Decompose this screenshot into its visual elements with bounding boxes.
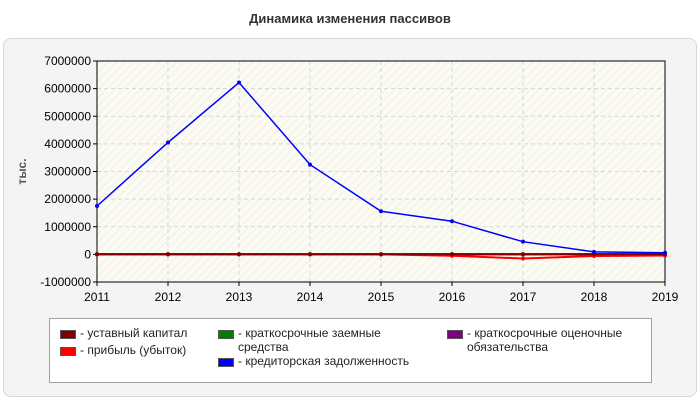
data-point (450, 219, 454, 224)
data-point (521, 239, 525, 244)
y-tick-label: 4000000 (44, 137, 91, 151)
data-point (379, 252, 383, 257)
data-point (95, 252, 99, 257)
data-point (450, 252, 454, 257)
legend: - уставный капитал - прибыль (убыток) - … (49, 318, 652, 383)
y-tick-label: -1000000 (40, 275, 91, 289)
legend-label: - краткосрочные заемные средства (238, 326, 381, 354)
y-tick-label: 3000000 (44, 165, 91, 179)
legend-label: - уставный капитал (80, 326, 188, 340)
data-point (521, 252, 525, 257)
y-axis-label: тыс. (15, 158, 29, 184)
x-tick-label: 2014 (297, 290, 324, 304)
legend-item-ustavnyi-kapital: - уставный капитал (60, 326, 187, 340)
y-tick-label: 0 (84, 247, 91, 261)
data-point (592, 249, 596, 254)
legend-item-otsenochnye: - краткосрочные оценочные обязательства (447, 326, 647, 354)
x-tick-label: 2019 (652, 290, 679, 304)
data-point (166, 252, 170, 257)
plot-border (96, 60, 666, 283)
legend-swatch (447, 330, 463, 339)
legend-label: - прибыль (убыток) (80, 343, 187, 357)
legend-swatch (218, 330, 234, 339)
legend-swatch (60, 330, 76, 339)
data-point (379, 209, 383, 214)
legend-swatch (218, 358, 234, 367)
x-tick-label: 2018 (581, 290, 608, 304)
y-tick-label: 7000000 (44, 54, 91, 68)
x-tick-label: 2017 (510, 290, 537, 304)
legend-item-pribyl: - прибыль (убыток) (60, 343, 186, 357)
data-point (95, 204, 99, 209)
data-point (166, 140, 170, 145)
y-tick-label: 5000000 (44, 109, 91, 123)
legend-item-zaemnye-sredstva: - краткосрочные заемные средства (218, 326, 408, 354)
y-tick-label: 6000000 (44, 82, 91, 96)
legend-label: - краткосрочные оценочные обязательства (467, 326, 623, 354)
data-point (308, 162, 312, 167)
legend-label: - кредиторская задолженность (238, 354, 410, 368)
x-tick-label: 2015 (368, 290, 395, 304)
data-point (521, 256, 525, 261)
legend-swatch (60, 347, 76, 356)
data-point (308, 252, 312, 257)
chart-title: Динамика изменения пассивов (249, 11, 451, 26)
y-tick-label: 1000000 (44, 220, 91, 234)
y-tick-label: 2000000 (44, 192, 91, 206)
data-point (237, 80, 241, 85)
legend-item-kreditorskaya: - кредиторская задолженность (218, 354, 409, 368)
x-tick-label: 2016 (439, 290, 466, 304)
x-tick-label: 2012 (155, 290, 182, 304)
data-point (237, 252, 241, 257)
x-tick-label: 2013 (226, 290, 253, 304)
data-point (663, 250, 667, 255)
x-tick-label: 2011 (84, 290, 110, 304)
